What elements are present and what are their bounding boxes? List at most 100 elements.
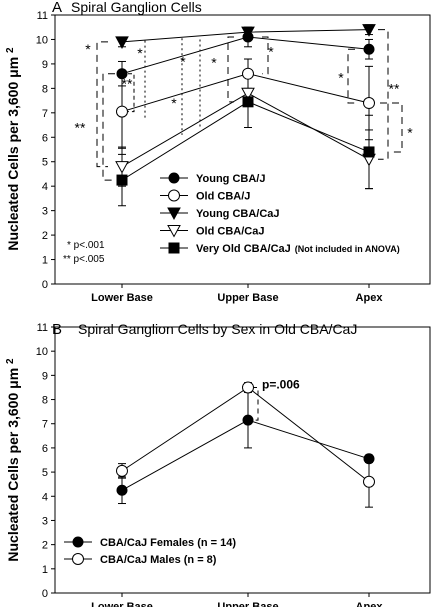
panel-a-bracket — [102, 73, 115, 181]
panel-a-data-point — [363, 146, 375, 158]
panel-a-y-tick-label: 4 — [42, 181, 48, 193]
panel-a-data-point — [115, 161, 129, 174]
panel-a-y-tick-label: 11 — [37, 10, 48, 22]
panel-b-legend-label: CBA/CaJ Males (n = 8) — [100, 554, 217, 566]
panel-a-data-point — [242, 96, 254, 108]
significance-legend-2: ** p<.005 — [63, 254, 105, 265]
panel-a-x-tick-label: Lower Base — [91, 292, 153, 304]
panel-b-series-line — [121, 419, 370, 491]
panel-a-significance-mark: * — [211, 55, 217, 71]
panel-b-legend: CBA/CaJ Females (n = 14) CBA/CaJ Males (n… — [64, 536, 236, 566]
panel-b-y-tick-label: 11 — [37, 322, 48, 334]
panel-b-data-point — [242, 381, 254, 394]
panel-a-data-point — [115, 36, 129, 49]
panel-a-letter: A — [52, 0, 62, 16]
panel-b-y-tick-label: 5 — [42, 467, 48, 479]
panel-a-significance-mark: ** — [389, 80, 400, 96]
panel-b-data-point — [363, 475, 375, 488]
panel-a-y-tick-label: 3 — [42, 206, 48, 218]
panel-b-annotation: p=.006 — [252, 378, 300, 421]
panel-b-y-tick-label: 1 — [42, 564, 48, 576]
panel-a-bracket — [347, 48, 355, 104]
panel-a-data-marks — [115, 24, 376, 207]
panel-a-legend-label: Young CBA/J — [196, 173, 265, 185]
panel-a-series-line — [121, 36, 370, 75]
panel-b-y-tick-label: 0 — [42, 588, 48, 600]
panel-a-y-tick-label: 8 — [42, 83, 48, 95]
panel-a-significance-mark: ** — [75, 119, 86, 135]
ylabel-superscript: 2 — [5, 358, 16, 364]
panel-a-significance-mark: * — [137, 45, 143, 61]
panel-a-data-point — [241, 26, 255, 40]
panel-a-data-point — [116, 105, 128, 118]
panel-b-x-tick-label: Apex — [356, 601, 384, 607]
panel-a-y-tick-label: 7 — [42, 108, 48, 120]
panel-b-ylabel-text: Nucleated Cells per 3,600 μm — [5, 368, 21, 562]
panel-a-title: Spiral Ganglion Cells — [71, 0, 202, 15]
panel-a-data-point — [242, 67, 254, 80]
panel-a-y-tick-label: 0 — [42, 279, 48, 291]
panel-b-legend-marker — [72, 553, 84, 565]
panel-a-legend-marker — [168, 189, 180, 202]
ylabel-superscript: 2 — [5, 47, 16, 53]
panel-a-legend-marker — [167, 225, 181, 238]
panel-b-y-tick-label: 3 — [42, 515, 48, 527]
panel-b-legend-label: CBA/CaJ Females (n = 14) — [100, 537, 236, 549]
panel-a-significance-mark: * — [180, 53, 186, 69]
panel-a-legend: Young CBA/J Old CBA/J Young CBA/CaJ Old CBA… — [160, 172, 400, 255]
panel-a-bracket — [378, 29, 389, 160]
panel-a-significance-brackets: ************** — [75, 29, 413, 181]
panel-b-data-point — [363, 453, 375, 465]
panel-b-y-tick-label: 8 — [42, 395, 48, 407]
panel-a-y-tick-label: 1 — [42, 255, 48, 267]
panel-b-data-point — [116, 484, 128, 496]
panel-a-y-tick-label: 9 — [42, 59, 48, 71]
panel-a-bracket — [380, 102, 403, 153]
panel-b-y-tick-label: 6 — [42, 443, 48, 455]
panel-a-significance-mark: * — [338, 69, 344, 85]
panel-a-y-tick-label: 2 — [42, 230, 48, 242]
panel-a-ylabel: Nucleated Cells per 3,600 μm 2 — [5, 47, 21, 251]
panel-a-legend-label: Young CBA/CaJ — [196, 208, 280, 220]
panel-a-legend-marker — [167, 207, 181, 221]
panel-a-significance-mark: * — [171, 95, 177, 111]
panel-a-x-tick-label: Upper Base — [217, 292, 278, 304]
panel-b-data-marks — [116, 381, 375, 508]
panel-a-significance-mark: * — [85, 41, 91, 57]
panel-b-y-tick-label: 7 — [42, 419, 48, 431]
panel-a-data-point — [241, 87, 255, 101]
panel-a-significance-mark: * — [268, 44, 274, 60]
panel-b-y-tick-label: 2 — [42, 540, 48, 552]
panel-b-bracket — [252, 386, 259, 421]
panel-a-significance-mark: * — [407, 124, 413, 140]
panel-a-legend-label: Old CBA/CaJ — [196, 226, 264, 238]
panel-b-ylabel: Nucleated Cells per 3,600 μm 2 — [5, 358, 21, 562]
panel-b-data-point — [242, 414, 254, 426]
panel-a-legend-marker — [168, 172, 180, 184]
panel-b-legend-marker — [72, 536, 84, 548]
panel-a-data-point — [363, 97, 375, 110]
panel-b: B Spiral Ganglion Cells by Sex in Old CB… — [5, 321, 431, 607]
panel-b-title: Spiral Ganglion Cells by Sex in Old CBA/… — [78, 321, 357, 337]
panel-a-data-point — [362, 24, 376, 37]
panel-a-legend-label: Very Old CBA/CaJ (Not included in ANOVA) — [196, 243, 400, 255]
panel-b-p-value: p=.006 — [262, 378, 300, 392]
panel-a-bracket — [227, 36, 234, 103]
panel-a-y-tick-label: 5 — [42, 157, 48, 169]
panel-b-x-tick-label: Upper Base — [217, 601, 278, 607]
panel-a-data-point — [116, 68, 128, 80]
panel-a-plot-frame — [54, 14, 431, 285]
panel-b-y-tick-label: 10 — [36, 346, 48, 358]
panel-a-ylabel-text: Nucleated Cells per 3,600 μm — [5, 57, 21, 251]
panel-a-y-tick-label: 10 — [36, 34, 48, 46]
significance-legend-1: * p<.001 — [67, 240, 105, 251]
panel-b-data-point — [116, 464, 128, 477]
panel-a-bracket — [262, 36, 269, 75]
panel-a-data-point — [116, 174, 128, 186]
panel-a-bracket — [128, 73, 135, 113]
panel-a-legend-marker — [168, 242, 180, 254]
panel-a-y-tick-label: 6 — [42, 132, 48, 144]
panel-a-significance-mark: ** — [122, 75, 133, 91]
panel-a-axes: 0 1 2 3 4 5 6 7 8 9 10 11 Lower Base Upper Base Apex — [36, 10, 431, 304]
panel-a-x-tick-label: Apex — [356, 292, 384, 304]
